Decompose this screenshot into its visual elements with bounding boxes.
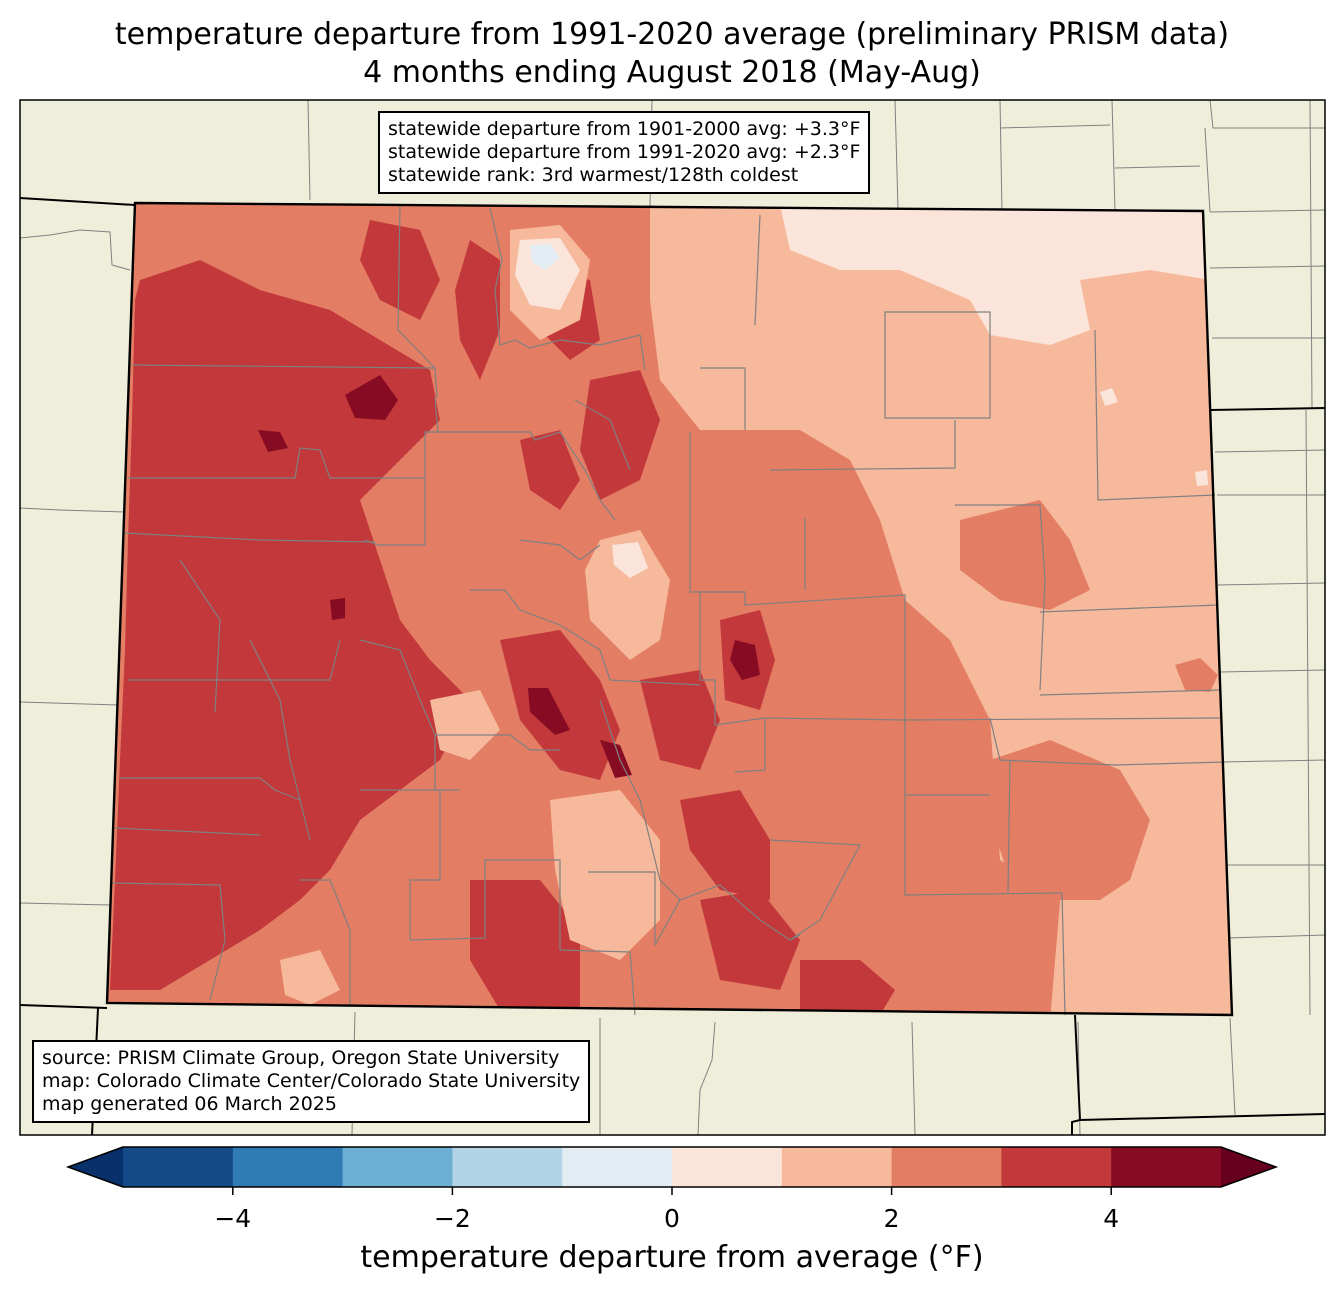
colorbar-bin bbox=[232, 1147, 344, 1187]
colorbar-bin bbox=[781, 1147, 893, 1187]
colorbar-label: temperature departure from average (°F) bbox=[360, 1240, 984, 1275]
colorbar-bin bbox=[1111, 1147, 1222, 1187]
colorbar-bin bbox=[342, 1147, 453, 1187]
source-line: source: PRISM Climate Group, Oregon Stat… bbox=[42, 1047, 560, 1069]
colorbar bbox=[65, 1146, 1279, 1195]
colorbar-bin bbox=[562, 1147, 673, 1187]
colorbar-tick-label: −4 bbox=[214, 1204, 252, 1233]
map-frame bbox=[19, 99, 1326, 1136]
map-credit-line: map: Colorado Climate Center/Colorado St… bbox=[42, 1070, 581, 1092]
temperature-departure-field bbox=[107, 203, 1232, 1015]
colorbar-tick-label: 4 bbox=[1103, 1204, 1120, 1233]
stats-line-rank: statewide rank: 3rd warmest/128th coldes… bbox=[388, 164, 799, 186]
colorbar-bin bbox=[891, 1147, 1002, 1187]
colorbar-tick-label: −2 bbox=[433, 1204, 471, 1233]
stats-line-1991-2020: statewide departure from 1991-2020 avg: … bbox=[388, 141, 861, 163]
colorado-state-border bbox=[105, 201, 1234, 1017]
stats-line-1901-2000: statewide departure from 1901-2000 avg: … bbox=[388, 118, 861, 140]
map-title-line1: temperature departure from 1991-2020 ave… bbox=[114, 17, 1230, 52]
colorbar-bin bbox=[452, 1147, 563, 1187]
source-credits-box: source: PRISM Climate Group, Oregon Stat… bbox=[32, 1040, 591, 1123]
colorado-county-lines bbox=[111, 204, 1226, 1016]
colorbar-extend-high bbox=[1221, 1147, 1276, 1187]
colorbar-bin bbox=[672, 1147, 783, 1187]
map-title-line2: 4 months ending August 2018 (May-Aug) bbox=[363, 55, 981, 90]
colorbar-tick-label: 0 bbox=[664, 1204, 680, 1233]
generated-date-line: map generated 06 March 2025 bbox=[42, 1093, 337, 1115]
colorbar-tick-label: 2 bbox=[883, 1204, 900, 1233]
colorbar-bin bbox=[123, 1147, 234, 1187]
statewide-stats-box: statewide departure from 1901-2000 avg: … bbox=[378, 111, 871, 194]
colorbar-extend-low bbox=[68, 1147, 123, 1187]
colorbar-bin bbox=[1001, 1147, 1112, 1187]
colorbar-outline bbox=[65, 1146, 1279, 1188]
